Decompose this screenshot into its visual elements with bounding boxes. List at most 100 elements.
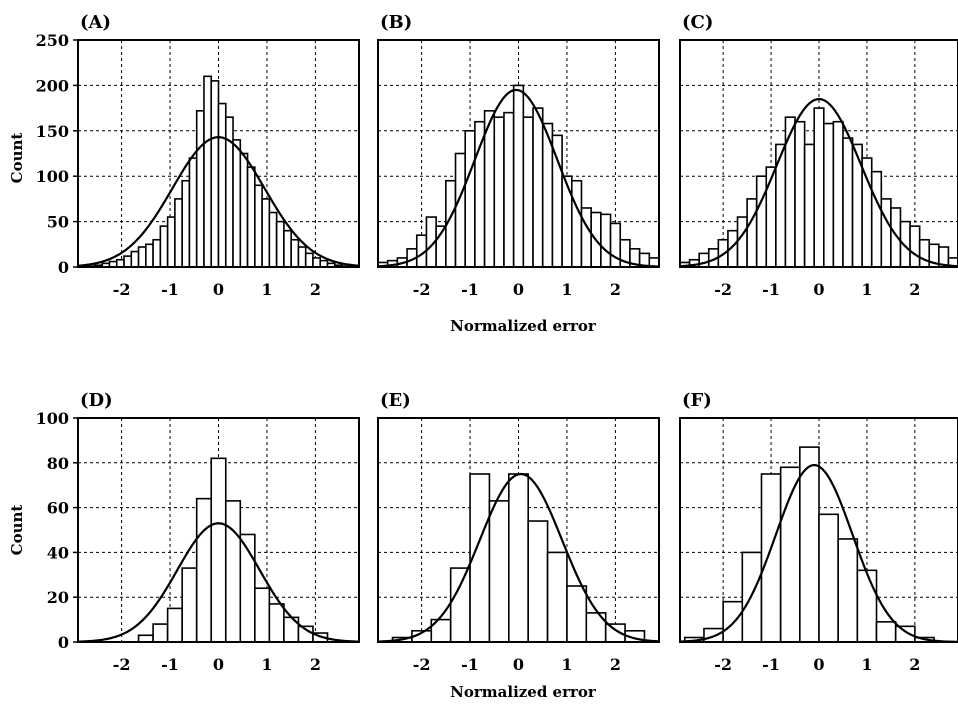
histogram-bar — [211, 458, 226, 642]
histogram-bar — [528, 521, 547, 642]
x-tick-label: 0 — [213, 280, 224, 299]
panel-d: (D)-2 -1 0 1 2020406080100 — [36, 390, 359, 674]
histogram-bar — [548, 552, 567, 642]
histogram-bar — [910, 226, 920, 267]
histogram-bar — [800, 447, 819, 642]
y-tick-label: 0 — [58, 258, 69, 277]
y-tick-label: 100 — [36, 167, 69, 186]
panel-label: (E) — [380, 390, 411, 411]
histogram-bar — [269, 213, 276, 267]
histogram-bar — [766, 167, 776, 267]
x-tick-label: -1 — [762, 655, 780, 674]
histogram-bar — [182, 568, 197, 642]
x-tick-label: -2 — [113, 280, 131, 299]
histogram-bar — [291, 240, 298, 267]
histogram-bar — [168, 217, 175, 267]
histogram-bar — [451, 568, 470, 642]
x-tick-label: -2 — [413, 280, 431, 299]
y-tick-label: 60 — [47, 499, 69, 518]
histogram-bar — [160, 226, 167, 267]
x-tick-label: 0 — [813, 655, 824, 674]
x-tick-label: 0 — [813, 280, 824, 299]
panel-e: (E) -2 -1 0 1 2 — [378, 390, 659, 674]
histogram-bar — [313, 258, 320, 267]
panel-label: (F) — [682, 390, 712, 411]
panel-b: (B) -2 -1 0 1 2 — [378, 12, 659, 299]
histogram-bar — [494, 117, 504, 267]
histogram-bar — [611, 223, 621, 267]
x-tick-label: 1 — [861, 655, 872, 674]
x-tick-label: -1 — [161, 280, 179, 299]
x-tick-label: -2 — [413, 655, 431, 674]
row2-xlabel: Normalized error — [450, 683, 597, 701]
panel-label: (D) — [80, 390, 113, 411]
x-tick-label: 1 — [561, 655, 572, 674]
histogram-bar — [219, 104, 226, 267]
histogram-bar — [255, 185, 262, 267]
row1-xlabel: Normalized error — [450, 317, 597, 335]
histogram-bar — [805, 144, 815, 267]
x-tick-label: 0 — [513, 655, 524, 674]
histogram-bar — [581, 208, 591, 267]
histogram-bar — [757, 176, 767, 267]
histogram-bar — [504, 113, 514, 267]
x-tick-label: 2 — [310, 280, 321, 299]
y-tick-label: 20 — [47, 588, 69, 607]
y-tick-label: 80 — [47, 454, 69, 473]
histogram-bar — [920, 240, 930, 267]
histogram-bar — [857, 570, 876, 642]
histogram-bar — [124, 256, 131, 267]
histogram-bar — [509, 474, 528, 642]
x-tick-label: -1 — [161, 655, 179, 674]
histogram-bar — [747, 199, 757, 267]
x-tick-label: 2 — [310, 655, 321, 674]
x-tick-label: -1 — [461, 280, 479, 299]
x-tick-label: 2 — [909, 280, 920, 299]
panel-plot-area — [378, 418, 659, 642]
histogram-bar — [175, 199, 182, 267]
histogram-bar — [567, 586, 586, 642]
histogram-bar — [475, 122, 485, 267]
histogram-bar — [838, 539, 857, 642]
histogram-bar — [226, 501, 241, 642]
panel-a: (A) -2 -1 0 1 2 0 50 100 150 200 250 — [36, 12, 359, 299]
histogram-bar — [131, 252, 138, 267]
panel-c: (C) -2 -1 0 1 2 — [680, 12, 958, 299]
histogram-bar — [139, 635, 154, 642]
histogram-bar — [738, 217, 748, 267]
histogram-bar — [211, 81, 218, 267]
panel-plot-area — [680, 40, 958, 267]
panel-plot-area — [78, 418, 359, 642]
histogram-bar — [819, 514, 838, 642]
histogram-bar — [262, 199, 269, 267]
histogram-bar — [153, 624, 168, 642]
histogram-bar — [795, 122, 805, 267]
histogram-bar — [204, 76, 211, 267]
row2-ylabel: Count — [8, 505, 26, 556]
histogram-bar — [306, 253, 313, 267]
histogram-bar — [742, 552, 761, 642]
histogram-bar — [456, 154, 466, 268]
histogram-bar — [824, 124, 834, 267]
x-tick-label: 1 — [261, 655, 272, 674]
histogram-bar — [168, 608, 183, 642]
y-tick-label: 150 — [36, 122, 69, 141]
x-tick-label: -1 — [762, 280, 780, 299]
histogram-bar — [197, 111, 204, 267]
histogram-bar — [862, 158, 872, 267]
histogram-bar — [465, 131, 475, 267]
y-tick-label: 40 — [47, 543, 69, 562]
x-tick-label: 1 — [261, 280, 272, 299]
histogram-bar — [533, 108, 543, 267]
x-tick-label: 2 — [909, 655, 920, 674]
y-tick-label: 200 — [36, 76, 69, 95]
histogram-bar — [781, 467, 800, 642]
y-tick-label: 250 — [36, 31, 69, 50]
histogram-bar — [761, 474, 780, 642]
histogram-bar — [197, 499, 212, 642]
histogram-bar — [153, 240, 160, 267]
histogram-bar — [552, 135, 562, 267]
x-tick-label: 1 — [561, 280, 572, 299]
histogram-bar — [572, 181, 582, 267]
panel-label: (A) — [80, 12, 111, 33]
